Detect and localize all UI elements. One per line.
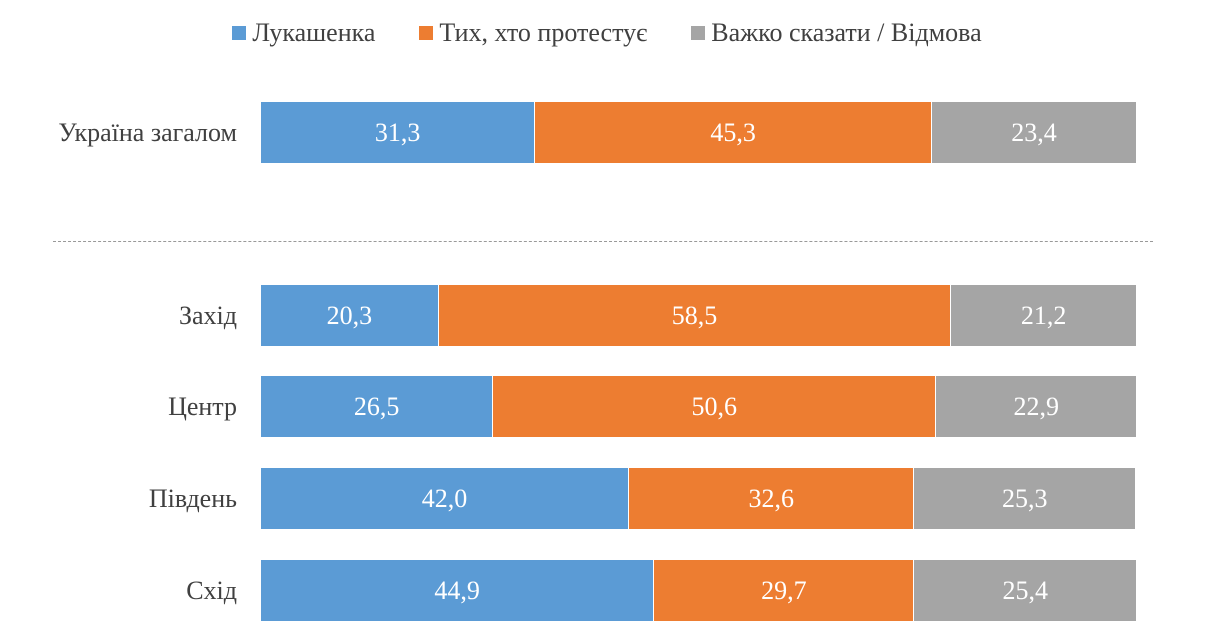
data-label: 25,3 xyxy=(1002,483,1048,513)
bar-segment: 45,3 xyxy=(535,102,932,163)
legend-swatch xyxy=(691,26,706,40)
legend-label: Важко сказати / Відмова xyxy=(711,18,982,47)
divider-line xyxy=(53,241,1153,242)
data-label: 20,3 xyxy=(326,300,373,330)
data-label: 25,4 xyxy=(1002,575,1048,605)
data-label: 31,3 xyxy=(374,117,421,147)
legend: Лукашенка Тих, хто протестує Важко сказати… xyxy=(0,18,1214,48)
category-label: Центр xyxy=(168,392,237,421)
data-label: 21,2 xyxy=(1020,300,1067,330)
data-label: 58,5 xyxy=(671,300,718,330)
bar-segment: 25,3 xyxy=(914,468,1137,529)
legend-label: Тих, хто протестує xyxy=(439,18,648,47)
category-label: Захід xyxy=(178,301,237,330)
bar-segment: 21,2 xyxy=(951,285,1137,346)
data-label: 29,7 xyxy=(761,575,807,605)
bar-segment: 29,7 xyxy=(654,560,915,621)
bar-segment: 42,0 xyxy=(261,468,629,529)
bar-segment: 31,3 xyxy=(261,102,536,163)
data-label: 45,3 xyxy=(710,117,756,147)
bar-segment: 32,6 xyxy=(628,468,915,529)
data-label: 26,5 xyxy=(353,391,400,421)
bar-segment: 23,4 xyxy=(932,102,1137,163)
data-label: 44,9 xyxy=(434,575,480,605)
legend-swatch xyxy=(232,26,247,40)
legend-item: Тих, хто протестує xyxy=(419,18,647,48)
data-label: 32,6 xyxy=(748,483,794,513)
data-label: 22,9 xyxy=(1013,391,1059,421)
data-label: 42,0 xyxy=(421,483,468,513)
data-label: 50,6 xyxy=(691,391,738,421)
bar-segment: 50,6 xyxy=(493,376,937,437)
legend-item: Лукашенка xyxy=(232,18,375,48)
bar-segment: 26,5 xyxy=(261,376,494,437)
legend-item: Важко сказати / Відмова xyxy=(691,18,982,48)
bar-segment: 22,9 xyxy=(936,376,1137,437)
category-label: Схід xyxy=(186,576,237,605)
legend-label: Лукашенка xyxy=(252,18,376,47)
category-label: Україна загалом xyxy=(58,118,237,147)
bar-segment: 44,9 xyxy=(261,560,655,621)
category-label: Південь xyxy=(148,484,237,513)
bar-segment: 25,4 xyxy=(914,560,1137,621)
bar-segment: 20,3 xyxy=(261,285,439,346)
data-label: 23,4 xyxy=(1011,117,1057,147)
legend-swatch xyxy=(419,26,434,40)
bar-segment: 58,5 xyxy=(438,285,952,346)
